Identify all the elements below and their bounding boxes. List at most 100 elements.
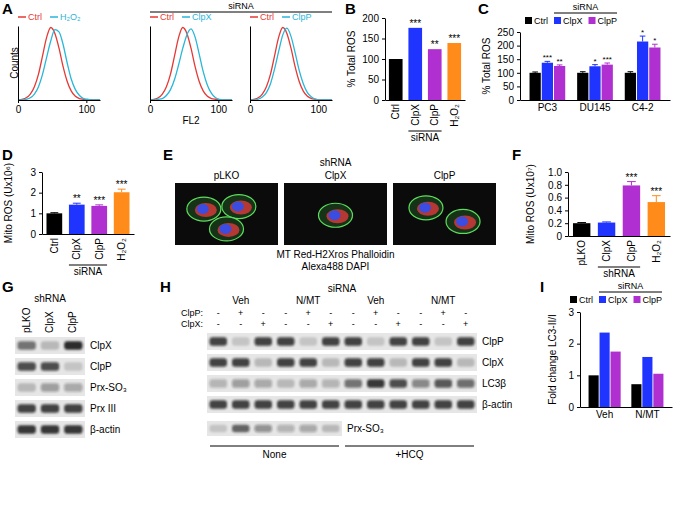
x-tick-mark [218,100,219,103]
band [412,379,430,388]
band [64,425,82,434]
annotation: siRNA [228,1,254,11]
blot-strip [207,333,477,350]
x-tick-label: ClpP [94,238,105,260]
error-bar [532,71,538,73]
legend-label: Ctrl [28,12,42,22]
bar [653,374,663,407]
y-tick-mark [382,59,385,60]
band [232,425,250,433]
band [232,358,250,367]
bar [408,28,422,100]
bar [389,59,403,100]
x-tick-label: 0 [16,104,22,115]
cell [222,195,256,219]
row-label: β-actin [482,399,512,410]
x-tick: pLKO [576,236,587,266]
bar [589,375,599,407]
legend-swatch [589,17,596,24]
axis-line [19,100,101,101]
significance: * [593,57,596,66]
significance: ** [73,193,81,204]
y-tick-label: 0.6 [548,192,562,203]
legend-label: ClpX [192,12,212,22]
significance: *** [116,179,128,190]
band [277,425,295,433]
histogram-line [150,27,232,100]
y-tick: 100 [497,68,520,79]
legend-label: Ctrl [579,295,593,305]
treatment-mark: - [352,308,355,318]
row-label: Prx-SO₃ [347,423,384,434]
x-tick-label: H₂O₂ [651,240,662,263]
band [435,358,453,367]
band [210,358,228,367]
y-tick: 3 [30,167,42,178]
band [345,358,363,367]
condition-label: None [263,449,287,460]
blot: siRNAVehN/MTVehN/MTClpP:-+--+--+--+-ClpX… [181,283,512,460]
legend-label: H₂O₂ [60,12,81,22]
mitochondria [230,201,252,215]
band [18,425,36,434]
row-label: Prx-SO₃ [90,382,127,393]
band [255,379,273,388]
panel-label: B [345,0,356,17]
band [210,379,228,388]
significance: ** [431,39,439,50]
y-tick-label: 0.8 [548,180,562,191]
histogram-line [150,29,232,100]
y-tick-label: 150 [362,33,379,44]
y-tick-label: 1 [30,208,36,219]
x-tick-label: DU145 [579,102,611,113]
bar [600,333,610,407]
bar [623,185,640,236]
y-axis-title: % Total ROS [346,30,357,87]
y-tick-label: 250 [497,27,514,38]
y-tick: 0 [556,231,568,242]
y-tick: 0.4 [548,205,568,216]
band [277,379,295,388]
band [232,379,250,388]
legend-swatch [18,16,26,18]
treatment-label: ClpP: [181,308,203,318]
x-tick-label: Ctrl [390,104,401,120]
band [412,337,430,346]
axis-line [42,173,43,235]
x-tick: PC3 [538,100,558,113]
x-tick-label: ClpX [601,240,612,262]
histogram-line [18,30,100,100]
x-tick-label: 0 [248,104,254,115]
treatment-mark: - [284,308,287,318]
y-tick-mark [382,18,385,19]
error-bar [602,221,611,223]
band [457,358,475,367]
band [412,400,430,409]
y-tick-label: 2 [568,338,574,349]
bar [598,223,615,236]
micrograph [175,183,278,245]
x-axis: 0100 [148,100,233,115]
lane-label: ClpX [44,311,55,333]
axis-line [151,100,233,101]
legend-swatch [554,17,561,24]
band [300,425,318,433]
nucleus [329,210,341,220]
treatment-mark: - [374,319,377,329]
treatment-mark: + [441,308,446,318]
band [64,362,82,371]
annotation-line [599,292,662,293]
bar [573,223,590,236]
band [457,337,475,346]
bar [46,213,62,234]
blot-strip [207,354,477,371]
x-tick-mark [86,100,87,103]
band [322,358,340,367]
y-tick: 0 [568,402,580,413]
band [457,400,475,409]
legend-label: Ctrl [160,12,174,22]
histogram-line [250,28,332,100]
band [277,400,295,409]
band [64,341,82,350]
panel-label: A [2,0,13,17]
